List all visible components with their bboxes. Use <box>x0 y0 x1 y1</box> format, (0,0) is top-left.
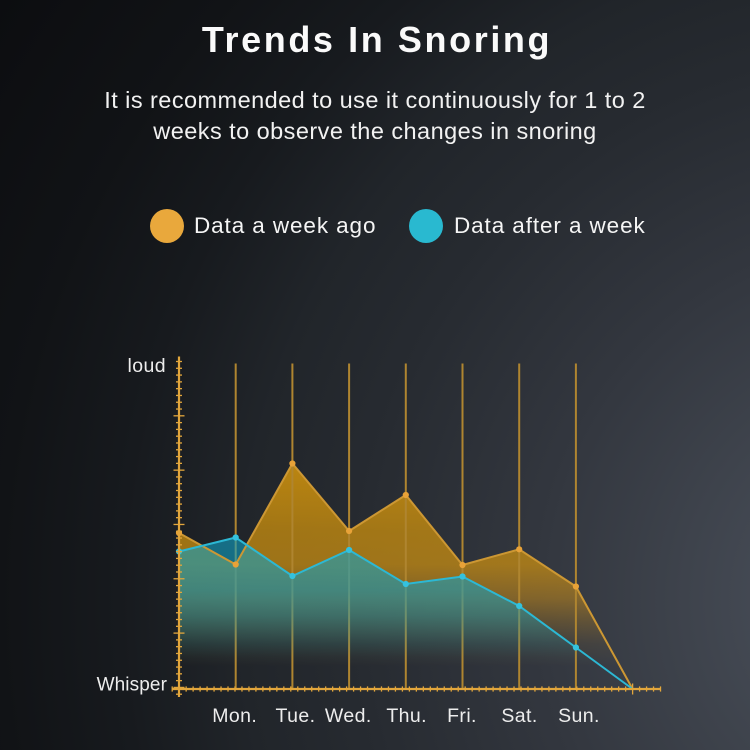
svg-text:Sat.: Sat. <box>501 705 537 727</box>
svg-text:Thu.: Thu. <box>386 705 427 727</box>
svg-text:Whisper: Whisper <box>97 675 168 696</box>
svg-text:loud: loud <box>128 355 166 377</box>
svg-text:Wed.: Wed. <box>325 705 372 727</box>
svg-text:Sun.: Sun. <box>558 705 600 727</box>
svg-text:Tue.: Tue. <box>276 705 316 727</box>
svg-text:Mon.: Mon. <box>212 705 257 727</box>
svg-text:Fri.: Fri. <box>447 705 477 727</box>
